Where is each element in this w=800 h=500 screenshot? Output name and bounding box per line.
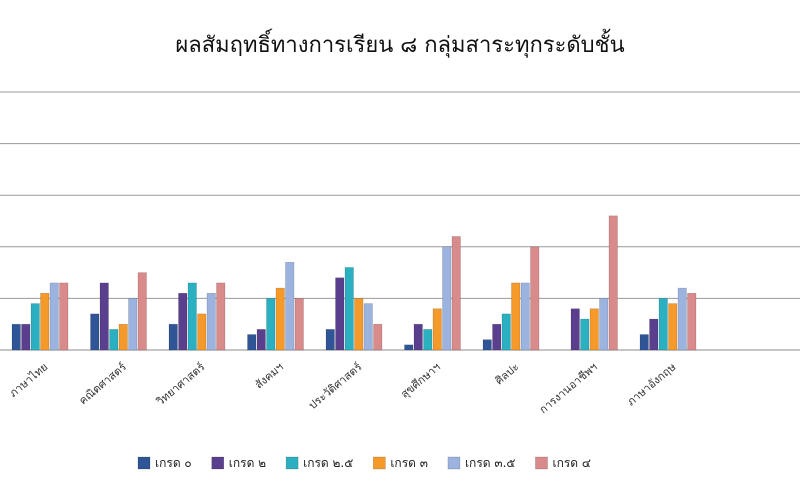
bar	[30, 303, 40, 351]
bar	[482, 339, 492, 351]
bar	[649, 318, 659, 351]
bar	[128, 298, 138, 351]
bar	[363, 303, 373, 351]
bar	[11, 323, 21, 351]
x-tick-label: ประวัติศาสตร์	[306, 360, 364, 412]
x-axis-tick-labels: ภาษาไทย คณิตศาสตร์ วิทยาศาสตร์ สังคมฯ ประวัต…	[7, 360, 679, 416]
x-tick-label: สุขศึกษาฯ	[398, 360, 443, 400]
bar	[109, 329, 119, 351]
x-tick-label: ศิลปะ	[493, 360, 522, 387]
bar	[687, 292, 697, 351]
chart-title: ผลสัมฤทธิ์ทางการเรียน ๘ กลุ่มสาระทุกระดั…	[175, 29, 624, 58]
bar	[266, 298, 276, 351]
legend-swatch	[373, 456, 386, 470]
bar	[294, 298, 304, 351]
legend-swatch	[535, 456, 548, 470]
legend-label: เกรด ๒	[229, 456, 266, 470]
legend: เกรด ๐ เกรด ๒ เกรด ๒.๕ เกรด ๓ เกรด ๓.๕ เกรด ๔	[137, 456, 591, 470]
bar	[40, 292, 50, 351]
bar	[599, 298, 609, 351]
x-tick-label: สังคมฯ	[252, 360, 286, 391]
x-tick-label: วิทยาศาสตร์	[153, 360, 207, 408]
bar	[492, 323, 502, 351]
bar	[275, 287, 285, 351]
bar	[216, 282, 226, 351]
bar	[59, 282, 69, 351]
bar	[206, 292, 216, 351]
bar	[49, 282, 59, 351]
bar	[639, 334, 649, 351]
bar	[423, 329, 433, 351]
bar	[589, 308, 599, 351]
x-tick-label: การงานอาชีพฯ	[537, 360, 600, 416]
bar	[344, 267, 354, 351]
bar	[325, 329, 335, 351]
legend-label: เกรด ๐	[155, 456, 192, 470]
bar	[432, 308, 442, 351]
legend-label: เกรด ๓.๕	[465, 456, 516, 470]
bar	[413, 323, 423, 351]
bar	[530, 246, 540, 351]
bar	[90, 313, 100, 351]
x-tick-label: ภาษาอังกฤษ	[625, 360, 679, 408]
bar	[570, 308, 580, 351]
bar	[285, 262, 295, 351]
bar	[520, 282, 530, 351]
legend-swatch	[211, 456, 224, 470]
legend-swatch	[447, 456, 461, 470]
bar	[187, 282, 197, 351]
legend-label: เกรด ๔	[552, 456, 591, 470]
bar	[580, 318, 590, 351]
bar	[668, 303, 678, 351]
x-tick-label: คณิตศาสตร์	[76, 360, 129, 407]
bar	[99, 282, 109, 351]
bar	[677, 287, 687, 351]
bar	[256, 329, 266, 351]
bar	[197, 313, 207, 351]
bar	[511, 282, 521, 351]
legend-swatch	[137, 456, 151, 470]
bar	[137, 272, 147, 351]
bar	[608, 215, 618, 351]
x-tick-label: ภาษาไทย	[7, 360, 51, 400]
bar	[178, 292, 188, 351]
legend-swatch	[285, 456, 299, 470]
bar	[501, 313, 511, 351]
bar	[658, 298, 668, 351]
bar	[335, 277, 345, 351]
legend-label: เกรด ๓	[390, 456, 428, 470]
bar	[168, 323, 178, 351]
bar	[404, 344, 414, 351]
bar	[118, 323, 128, 351]
bars	[11, 215, 697, 351]
bar	[373, 323, 383, 351]
bar	[451, 236, 461, 351]
bar	[21, 323, 31, 351]
bar	[442, 246, 452, 351]
legend-label: เกรด ๒.๕	[303, 456, 353, 470]
bar	[247, 334, 257, 351]
bar	[354, 298, 364, 351]
